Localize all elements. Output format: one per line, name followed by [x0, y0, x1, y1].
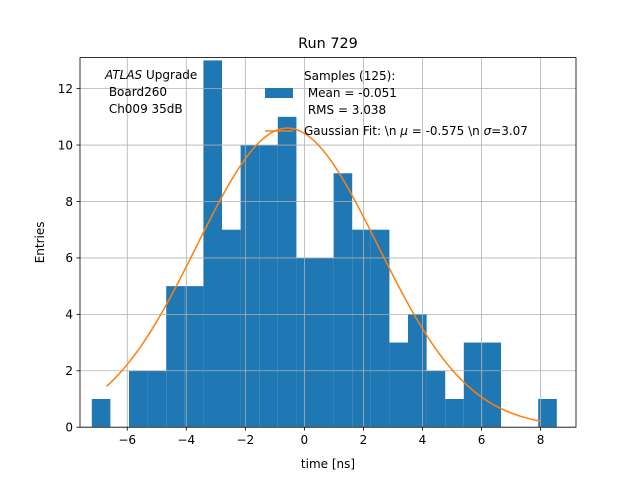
histogram-bar [91, 398, 111, 428]
x-tick-label: −6 [118, 433, 136, 447]
x-tick-label: 6 [478, 433, 486, 447]
histogram-bar [203, 60, 223, 428]
y-tick-label: 8 [65, 195, 73, 209]
histogram-bar [538, 398, 557, 428]
legend-hist-line-3: RMS = 3.038 [304, 103, 386, 117]
histogram-bar [315, 257, 334, 428]
x-tick-label: 8 [537, 433, 545, 447]
atlas-annotation: ATLAS Upgrade Board260 Ch009 35dB [104, 68, 197, 116]
histogram-bar [482, 342, 502, 428]
histogram-bar [389, 342, 409, 428]
grid-lines [80, 57, 576, 428]
histogram-bar [147, 370, 167, 428]
histogram-bar [240, 145, 260, 428]
histogram-bar [463, 342, 483, 428]
axis-ticks: −6 −4 −2 0 2 4 6 8 0 2 4 6 8 10 12 [58, 82, 545, 447]
legend-hist-line-2: Mean = -0.051 [304, 86, 397, 100]
y-tick-label: 2 [65, 364, 73, 378]
histogram-bar [129, 370, 148, 428]
annotation-line-1: ATLAS Upgrade [104, 68, 197, 82]
histogram-bar [222, 229, 241, 428]
annotation-line-3: Ch009 35dB [105, 102, 183, 116]
x-tick-label: 4 [419, 433, 427, 447]
legend-fit-mid: = -0.575 \n [408, 124, 484, 138]
histogram-bar [445, 398, 464, 428]
legend-hist-swatch [265, 88, 293, 98]
histogram-bar [426, 370, 446, 428]
x-tick-label: 2 [360, 433, 368, 447]
y-tick-label: 10 [58, 138, 73, 152]
annotation-atlas-italic: ATLAS [104, 68, 143, 82]
chart-title: Run 729 [298, 36, 358, 52]
legend-hist-line-1: Samples (125): [304, 69, 395, 83]
histogram-bar [296, 257, 316, 428]
legend-fit-sigma: σ [484, 124, 492, 138]
x-axis-label: time [ns] [301, 457, 355, 471]
legend-fit-suffix: =3.07 [491, 124, 528, 138]
gaussian-fit [106, 127, 541, 422]
fit-curve [106, 127, 541, 422]
histogram-bar [259, 145, 278, 428]
y-tick-label: 0 [65, 421, 73, 435]
x-tick-label: −2 [236, 433, 254, 447]
histogram-bar [184, 286, 204, 428]
y-tick-label: 12 [58, 82, 73, 96]
histogram-bar [166, 286, 185, 428]
y-tick-label: 4 [65, 308, 73, 322]
histogram-bar [370, 229, 390, 428]
y-axis-label: Entries [33, 222, 47, 264]
x-tick-label: −4 [177, 433, 195, 447]
annotation-line-2: Board260 [105, 85, 167, 99]
plot-frame [79, 57, 577, 428]
histogram-bar [277, 116, 297, 428]
histogram-bar [333, 173, 353, 428]
legend-fit-prefix: Gaussian Fit: \n [304, 124, 400, 138]
legend-fit-mu: μ [399, 124, 408, 138]
annotation-upgrade: Upgrade [142, 68, 197, 82]
x-tick-label: 0 [301, 433, 309, 447]
legend: Samples (125): Mean = -0.051 RMS = 3.038… [265, 69, 528, 138]
y-tick-label: 6 [65, 251, 73, 265]
histogram-bar [352, 229, 371, 428]
legend-fit-label: Gaussian Fit: \n μ = -0.575 \n σ=3.07 [304, 124, 528, 138]
